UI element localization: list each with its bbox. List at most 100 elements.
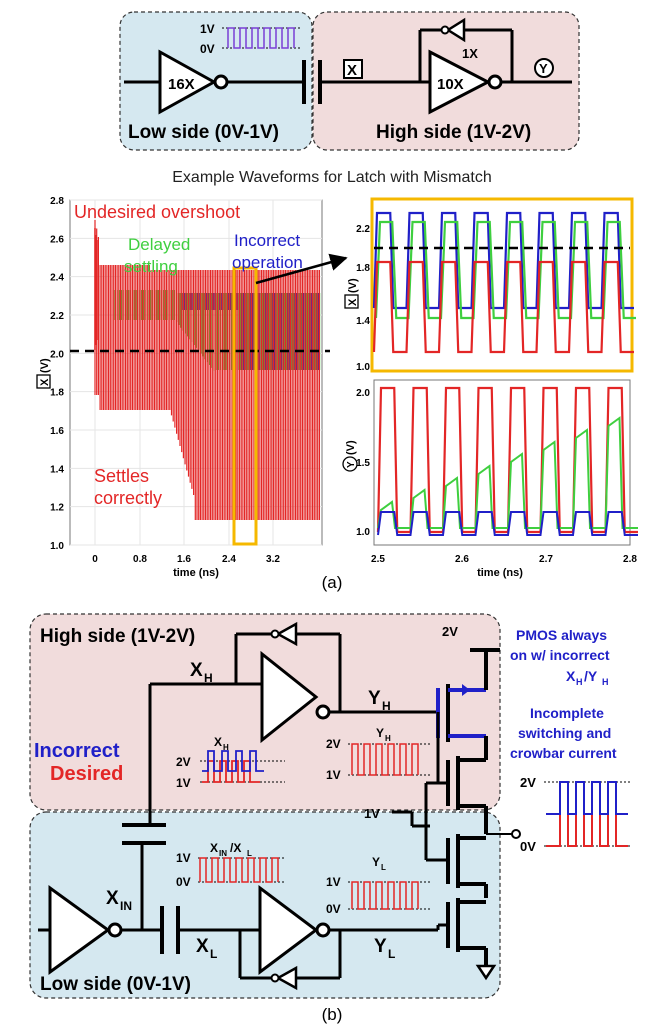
w-yh-1v: 1V — [326, 768, 341, 782]
left-xtick: 0.8 — [133, 554, 147, 565]
left-xtick: 3.2 — [266, 554, 280, 565]
w-yl-1v: 1V — [326, 875, 341, 889]
label-xin-sub: IN — [120, 899, 132, 913]
left-ylabel-node: X — [39, 378, 51, 386]
right-bottom-ytick-labels: 2.0 1.5 1.0 — [356, 388, 370, 538]
pmos-transistor: 2V — [436, 624, 500, 760]
label-xl: X — [196, 936, 209, 957]
incomplete-2: switching and — [518, 725, 611, 741]
w-xin-0v: 0V — [176, 875, 191, 889]
inverter-10x-label: 10X — [437, 76, 464, 93]
rt-ytick: 1.4 — [356, 316, 370, 327]
right-top-ytick-labels: 2.2 1.8 1.4 1.0 — [356, 224, 370, 373]
node-x-label: X — [347, 62, 357, 79]
left-xtick: 1.6 — [177, 554, 191, 565]
wave-high-label: 1V — [200, 22, 215, 36]
pmos-note-3b: /Y — [584, 668, 598, 684]
w-xin-a: X — [210, 841, 218, 855]
output-node — [511, 829, 521, 839]
transistor-stack: 1V — [364, 712, 521, 981]
inverter-16x-label: 16X — [168, 76, 195, 93]
left-ytick: 1.0 — [50, 541, 64, 552]
out-2v: 2V — [520, 775, 536, 790]
ann-delayed-1: Delayed — [128, 235, 190, 254]
input-inverter — [48, 885, 111, 975]
pmos-note-1: PMOS always — [516, 627, 607, 643]
plot-right-top: 2.2 1.8 1.4 1.0 X (V) — [344, 197, 636, 373]
pmos-note-3: X — [566, 668, 576, 684]
bottom-high-side-title: High side (1V-2V) — [40, 626, 195, 647]
xin-waveform: X IN /X L 1V 0V — [176, 841, 284, 889]
w-xh-1v: 1V — [176, 776, 191, 790]
w-xin-1v: 1V — [176, 851, 191, 865]
left-ytick: 1.6 — [50, 426, 64, 437]
w-xh-title: X — [214, 735, 222, 749]
inverter-16x — [158, 49, 218, 115]
top-schematic: 16X 1V 0V X 10X 1X Y Low side (0 — [119, 11, 580, 151]
zoom-arrow — [255, 253, 348, 285]
rt-ytick: 1.0 — [356, 362, 370, 373]
left-xlabel: time (ns) — [173, 567, 219, 579]
label-desired: Desired — [50, 763, 123, 785]
w-xh-sub: H — [223, 743, 229, 752]
low-side-title: Low side (0V-1V) — [128, 122, 279, 143]
left-ytick: 2.2 — [50, 311, 64, 322]
w-yl-title: Y — [372, 855, 380, 869]
rb-xtick: 2.8 — [623, 554, 637, 565]
rb-ytick: 1.5 — [356, 458, 370, 469]
rt-ylabel-unit: (V) — [347, 278, 359, 293]
left-ylabel-unit: (V) — [39, 358, 51, 373]
vdd-label: 2V — [442, 624, 458, 639]
bottom-schematic: High side (1V-2V) Low side (0V-1V) X H Y… — [29, 613, 630, 999]
node-y-label: Y — [539, 61, 548, 76]
left-ytick: 2.8 — [50, 196, 64, 207]
yl-waveform: Y L 1V 0V — [326, 855, 430, 916]
w-yh-sub: H — [385, 734, 391, 743]
rt-ytick: 1.8 — [356, 263, 370, 274]
plot-right-bottom: 2.0 1.5 1.0 2.5 2.6 2.7 2.8 time (ns) Y (V) — [342, 379, 638, 579]
highlight-window — [232, 266, 258, 546]
label-yl-sub: L — [388, 947, 395, 961]
caption-a: (a) — [322, 573, 343, 592]
right-top-traces — [372, 211, 636, 354]
inverter-1x-label: 1X — [462, 46, 478, 61]
ann-incorrect-1: Incorrect — [234, 231, 300, 250]
w-yl-0v: 0V — [326, 902, 341, 916]
caption-b: (b) — [322, 1005, 343, 1024]
label-xh-sub: H — [204, 671, 213, 685]
rb-xlabel: time (ns) — [477, 567, 523, 579]
plot-left: 2.82.62.42.22.01.81.61.41.21.0 0 0.8 1.6 2.… — [36, 196, 348, 579]
ann-overshoot: Undesired overshoot — [74, 202, 240, 222]
bias-1v-label: 1V — [364, 806, 380, 821]
left-ytick: 2.6 — [50, 234, 64, 245]
right-bottom-xtick-labels: 2.5 2.6 2.7 2.8 — [371, 554, 637, 565]
rb-ylabel-node: Y — [346, 461, 357, 468]
high-side-title: High side (1V-2V) — [376, 122, 531, 143]
left-xtick: 0 — [92, 554, 98, 565]
rb-ylabel-unit: (V) — [345, 440, 357, 455]
w-xin-b-sub: L — [247, 849, 252, 858]
left-xtick: 2.4 — [222, 554, 236, 565]
label-yh-sub: H — [382, 699, 391, 713]
rt-ylabel-node: X — [347, 298, 359, 306]
label-yh: Y — [368, 688, 381, 709]
label-xh: X — [190, 660, 203, 681]
w-yh-2v: 2V — [326, 737, 341, 751]
out-0v: 0V — [520, 839, 536, 854]
node-y-marker — [534, 58, 554, 78]
ann-delayed-2: settling — [124, 257, 178, 276]
label-xl-sub: L — [210, 947, 217, 961]
label-yl: Y — [374, 936, 387, 957]
left-ytick: 1.8 — [50, 388, 64, 399]
label-incorrect: Incorrect — [34, 740, 120, 762]
bottom-low-side-title: Low side (0V-1V) — [40, 974, 191, 995]
left-ytick: 1.2 — [50, 503, 64, 514]
rt-ytick: 2.2 — [356, 224, 370, 235]
w-yh-title: Y — [376, 726, 384, 740]
pmos-note-2: on w/ incorrect — [510, 647, 610, 663]
left-traces — [94, 220, 321, 520]
rb-ytick: 2.0 — [356, 388, 370, 399]
left-ytick: 1.4 — [50, 464, 64, 475]
xh-waveform: X H 2V 1V — [176, 735, 285, 790]
ground-symbol — [475, 964, 497, 981]
